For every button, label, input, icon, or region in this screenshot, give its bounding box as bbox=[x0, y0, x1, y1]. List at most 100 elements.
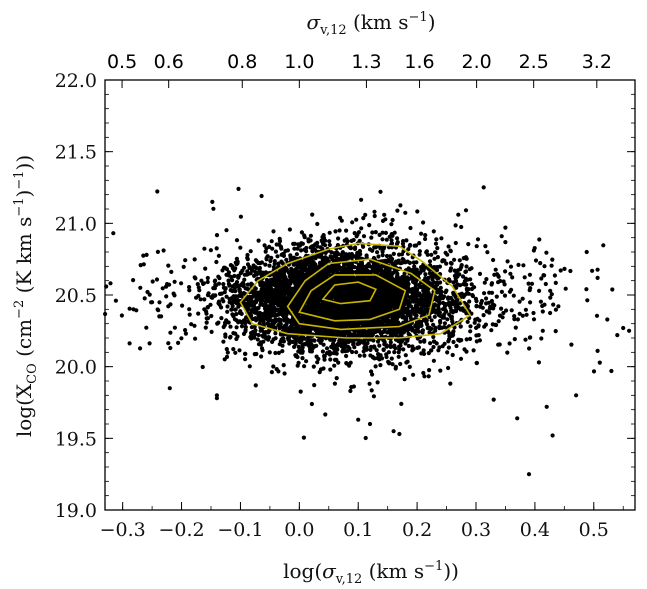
scatter-point bbox=[344, 361, 349, 366]
scatter-point bbox=[280, 261, 285, 266]
scatter-point bbox=[408, 225, 413, 231]
scatter-point bbox=[337, 228, 342, 233]
scatter-point bbox=[245, 257, 250, 262]
scatter-point bbox=[498, 278, 503, 284]
scatter-point bbox=[263, 249, 268, 254]
scatter-point bbox=[520, 296, 525, 301]
scatter-point bbox=[323, 243, 328, 248]
scatter-point bbox=[407, 364, 412, 369]
scatter-point bbox=[138, 346, 143, 351]
scatter-point bbox=[469, 282, 474, 287]
scatter-point bbox=[354, 234, 359, 239]
scatter-point bbox=[357, 353, 362, 358]
scatter-point bbox=[226, 281, 231, 287]
scatter-point bbox=[429, 252, 434, 257]
scatter-point bbox=[405, 294, 410, 299]
scatter-point bbox=[446, 345, 451, 350]
scatter-point bbox=[448, 248, 453, 253]
scatter-point bbox=[527, 346, 532, 351]
scatter-point bbox=[457, 305, 462, 311]
scatter-point bbox=[242, 277, 247, 282]
scatter-point bbox=[362, 353, 367, 358]
scatter-point bbox=[183, 328, 188, 333]
scatter-point bbox=[368, 347, 373, 352]
scatter-point bbox=[367, 381, 372, 386]
scatter-point bbox=[278, 339, 283, 344]
scatter-point bbox=[368, 353, 373, 358]
scatter-point bbox=[510, 275, 515, 280]
scatter-point bbox=[590, 268, 595, 273]
scatter-point bbox=[205, 275, 210, 281]
scatter-point bbox=[406, 277, 411, 282]
scatter-point bbox=[597, 360, 602, 365]
scatter-point bbox=[350, 349, 355, 355]
scatter-point bbox=[297, 243, 303, 248]
scatter-point bbox=[447, 312, 452, 317]
scatter-point bbox=[164, 294, 169, 299]
scatter-point bbox=[427, 259, 433, 264]
scatter-point bbox=[591, 369, 597, 374]
scatter-point bbox=[176, 340, 181, 345]
scatter-point bbox=[414, 270, 419, 275]
scatter-point bbox=[595, 275, 600, 280]
scatter-point bbox=[161, 248, 166, 253]
scatter-point bbox=[230, 278, 235, 283]
scatter-point bbox=[483, 322, 488, 327]
scatter-point bbox=[155, 189, 160, 194]
scatter-point bbox=[310, 212, 315, 217]
scatter-point bbox=[317, 260, 323, 265]
scatter-point bbox=[340, 343, 345, 348]
scatter-point bbox=[256, 238, 261, 243]
scatter-point bbox=[254, 272, 259, 277]
scatter-point bbox=[187, 312, 192, 317]
scatter-point bbox=[205, 305, 210, 310]
scatter-point bbox=[489, 328, 494, 333]
scatter-point bbox=[351, 237, 356, 243]
scatter-point bbox=[219, 305, 224, 310]
scatter-point bbox=[435, 255, 440, 260]
scatter-point bbox=[322, 353, 327, 358]
scatter-point bbox=[464, 337, 469, 342]
scatter-point bbox=[384, 253, 390, 259]
scatter-point bbox=[248, 249, 253, 254]
scatter-point bbox=[231, 347, 236, 352]
scatter-point bbox=[468, 324, 473, 329]
scatter-point bbox=[402, 315, 407, 320]
scatter-point bbox=[274, 242, 279, 247]
scatter-point bbox=[287, 341, 292, 346]
scatter-point bbox=[448, 260, 453, 266]
scatter-point bbox=[204, 320, 209, 325]
scatter-point bbox=[196, 311, 201, 316]
scatter-point bbox=[404, 238, 409, 243]
scatter-point bbox=[462, 293, 467, 298]
scatter-point bbox=[399, 252, 405, 257]
scatter-point bbox=[477, 271, 483, 276]
scatter-point bbox=[453, 240, 458, 246]
scatter-point bbox=[484, 301, 489, 306]
scatter-point bbox=[584, 249, 589, 255]
scatter-point bbox=[275, 254, 280, 259]
scatter-point bbox=[505, 350, 510, 355]
scatter-point bbox=[226, 273, 231, 278]
scatter-point bbox=[238, 214, 243, 219]
scatter-point bbox=[243, 325, 248, 330]
scatter-point bbox=[420, 328, 425, 333]
scatter-point bbox=[511, 293, 516, 298]
scatter-point bbox=[352, 265, 357, 270]
scatter-point bbox=[363, 212, 368, 217]
scatter-point bbox=[347, 347, 352, 352]
scatter-point bbox=[349, 385, 354, 390]
scatter-point bbox=[439, 236, 444, 241]
scatter-point bbox=[524, 312, 529, 317]
scatter-point bbox=[556, 304, 561, 309]
scatter-point bbox=[445, 252, 450, 257]
scatter-point bbox=[442, 321, 447, 326]
scatter-point bbox=[406, 247, 411, 252]
scatter-point bbox=[458, 301, 463, 306]
scatter-point bbox=[423, 272, 428, 277]
scatter-point bbox=[383, 230, 388, 235]
scatter-point bbox=[403, 353, 408, 358]
scatter-point bbox=[431, 358, 436, 363]
scatter-point bbox=[223, 332, 228, 337]
scatter-point bbox=[267, 350, 272, 355]
